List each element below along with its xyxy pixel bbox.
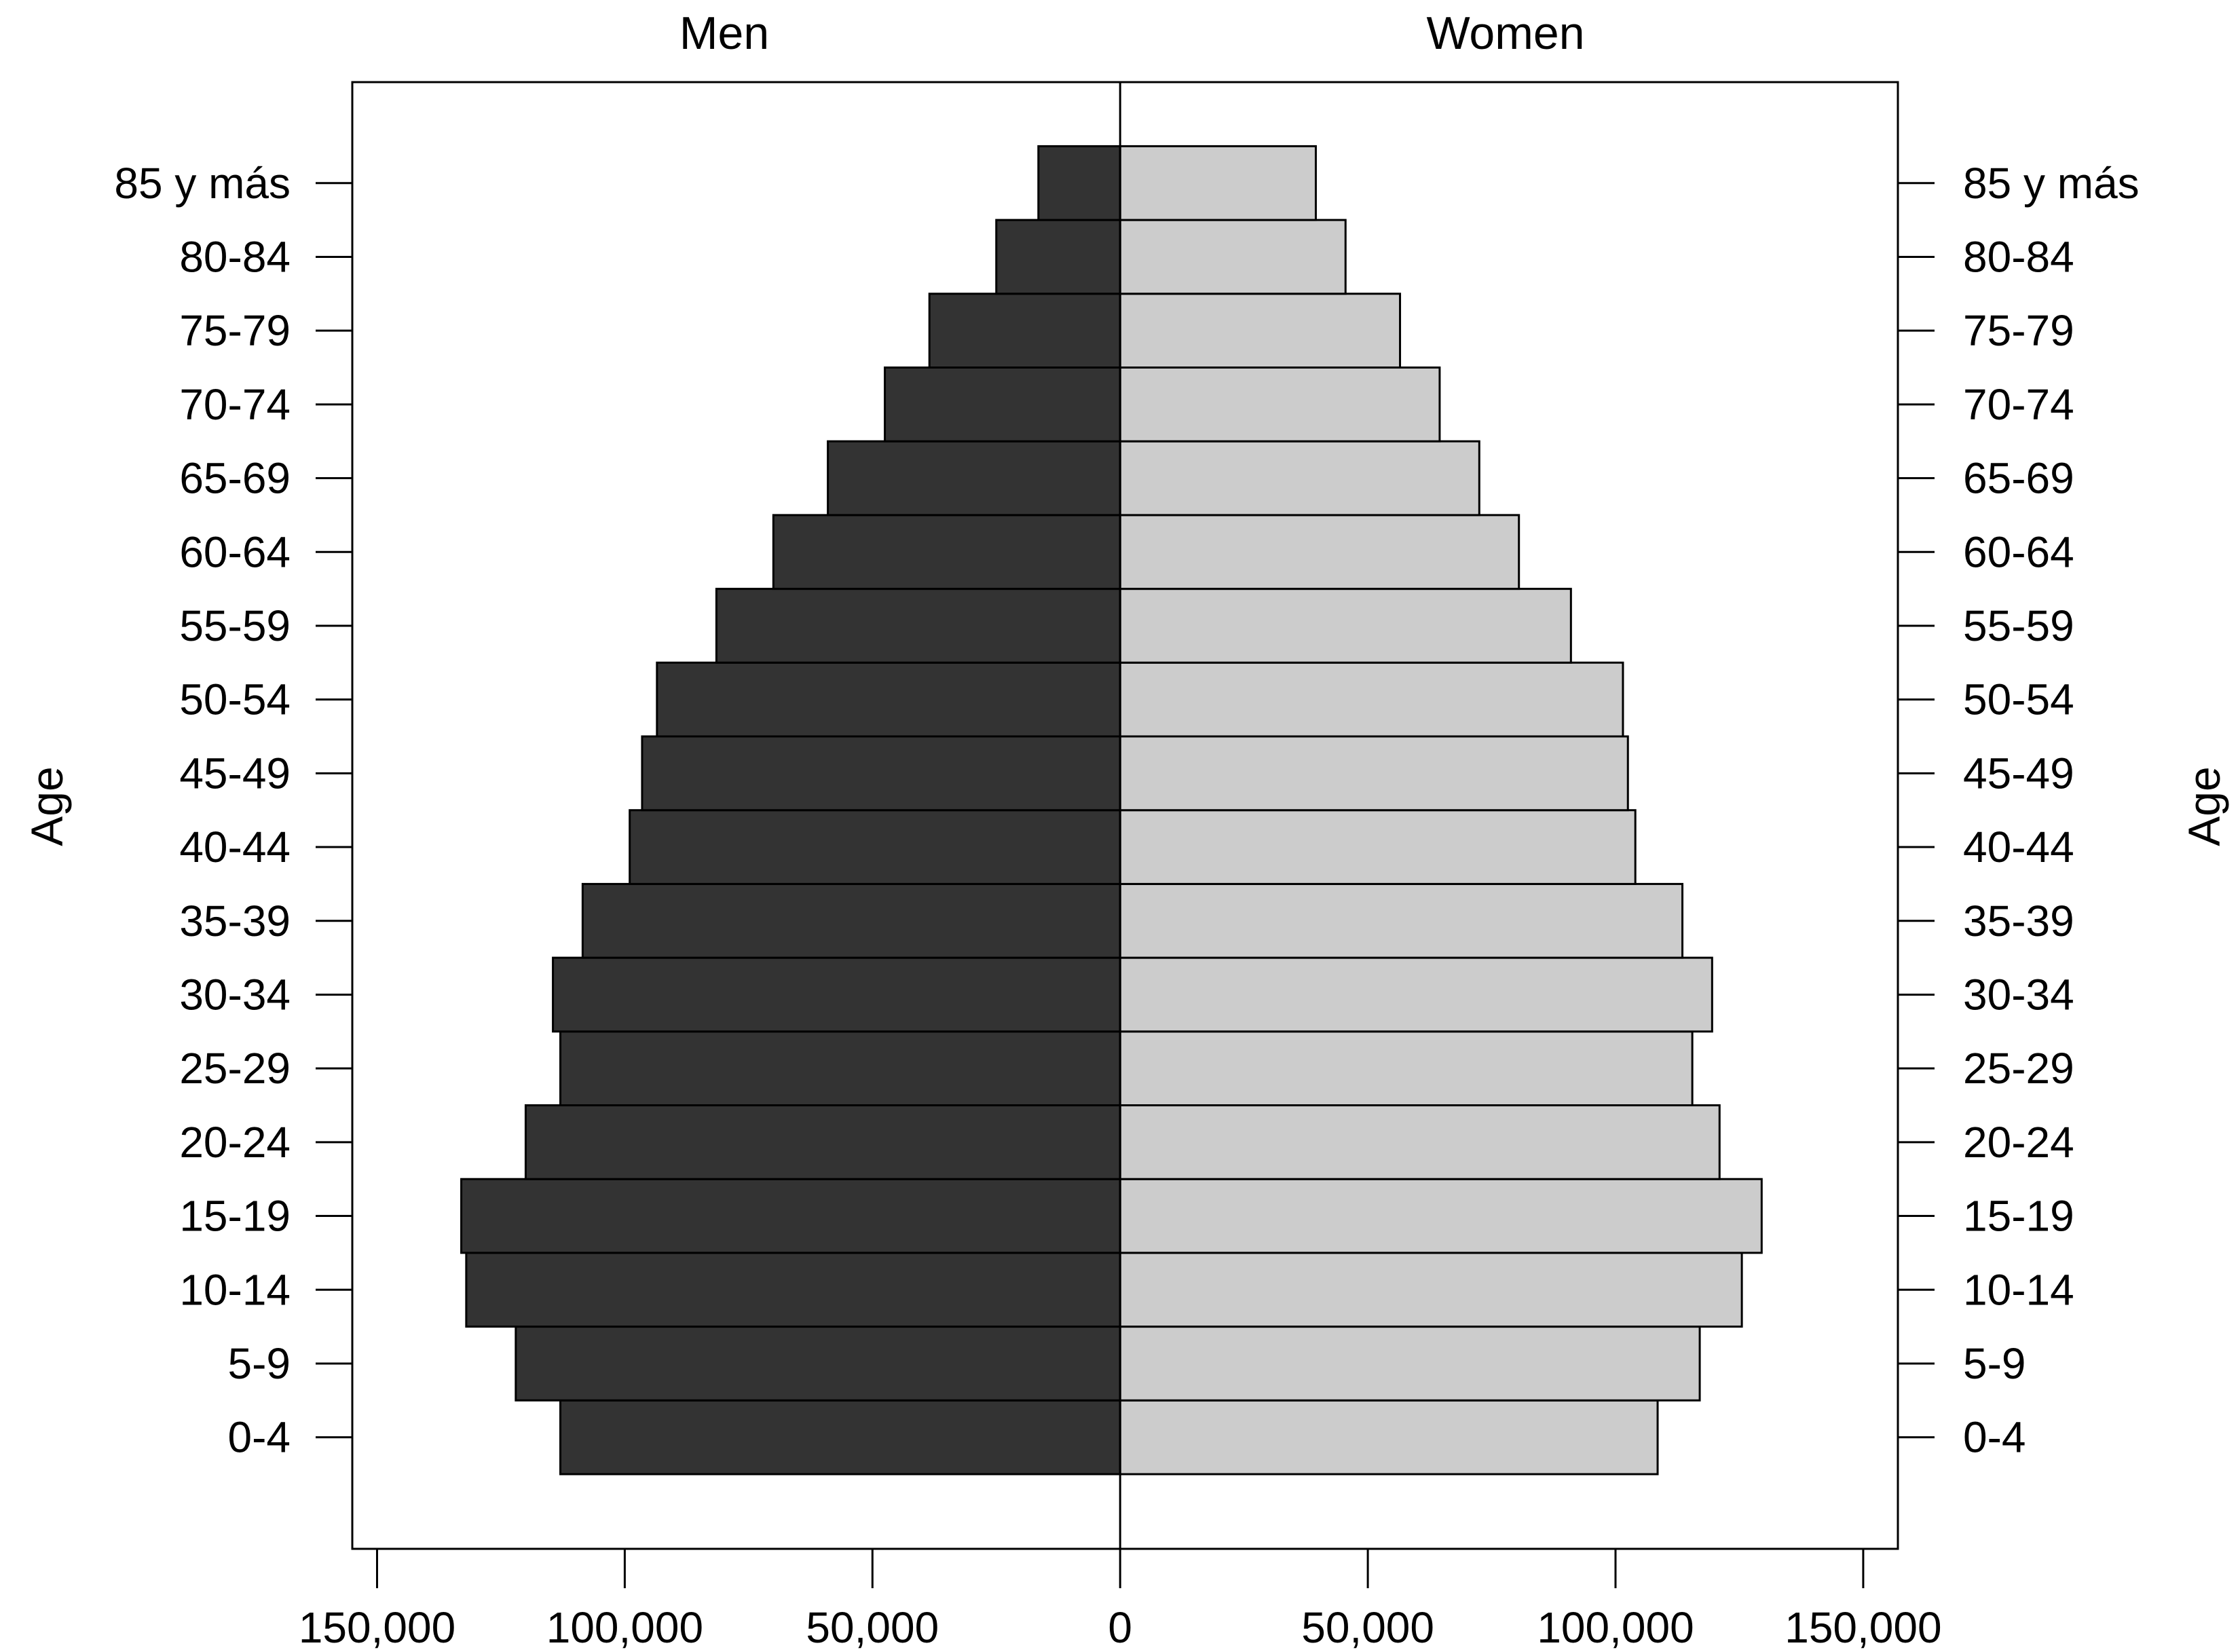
- left-tick-label: 70-74: [179, 380, 291, 429]
- bar-men-70-74: [884, 367, 1121, 443]
- left-tick-label: 40-44: [179, 823, 291, 871]
- bar-men-85-y-ms: [1037, 145, 1121, 221]
- right-tick-label: 70-74: [1963, 380, 2074, 429]
- x-axis: 150,000 100,000 50,000 0 50,000 100,000 150,00…: [299, 1549, 1942, 1652]
- left-tick-label: 75-79: [179, 306, 291, 355]
- left-tick-label: 55-59: [179, 601, 291, 650]
- bar-women-30-34: [1119, 956, 1713, 1033]
- right-tick-label: 80-84: [1963, 232, 2074, 281]
- bar-men-15-19: [460, 1178, 1121, 1254]
- right-tick-label: 20-24: [1963, 1118, 2074, 1167]
- bar-men-65-69: [827, 440, 1121, 517]
- bar-men-75-79: [928, 293, 1121, 369]
- bar-women-60-64: [1119, 514, 1520, 590]
- right-tick-label: 30-34: [1963, 970, 2074, 1019]
- bar-men-45-49: [641, 735, 1121, 812]
- left-tick-label: 85 y más: [114, 159, 291, 208]
- right-tick-label: 50-54: [1963, 675, 2074, 724]
- bar-women-85-y-ms: [1119, 145, 1317, 221]
- x-tick-label: 50,000: [1301, 1603, 1434, 1652]
- plot-frame: [351, 81, 1899, 1550]
- bar-men-60-64: [772, 514, 1121, 590]
- left-tick-label: 0-4: [228, 1413, 291, 1462]
- y-axis-title-left: Age: [22, 766, 72, 846]
- bar-men-40-44: [629, 809, 1121, 885]
- bar-women-10-14: [1119, 1252, 1743, 1328]
- bar-men-50-54: [656, 661, 1121, 738]
- bar-men-10-14: [465, 1252, 1121, 1328]
- x-tick-label: 100,000: [1537, 1603, 1694, 1652]
- left-tick-label: 65-69: [179, 454, 291, 503]
- left-tick-label: 45-49: [179, 749, 291, 797]
- left-tick-label: 80-84: [179, 232, 291, 281]
- left-tick-label: 5-9: [228, 1339, 291, 1388]
- left-tick-label: 15-19: [179, 1192, 291, 1241]
- right-tick-label: 65-69: [1963, 454, 2074, 503]
- left-tick-label: 25-29: [179, 1044, 291, 1093]
- right-tick-label: 10-14: [1963, 1265, 2074, 1314]
- bar-men-5-9: [515, 1326, 1121, 1402]
- bar-women-75-79: [1119, 293, 1402, 369]
- bar-women-40-44: [1119, 809, 1637, 885]
- bar-women-65-69: [1119, 440, 1480, 517]
- bar-men-35-39: [581, 882, 1121, 959]
- right-tick-label: 75-79: [1963, 306, 2074, 355]
- y-axis-title-right: Age: [2179, 766, 2229, 846]
- bar-women-35-39: [1119, 882, 1684, 959]
- x-tick-label: 150,000: [299, 1603, 455, 1652]
- bar-men-20-24: [524, 1104, 1121, 1180]
- right-tick-label: 40-44: [1963, 823, 2074, 871]
- left-category-axis: 0-4 5-9 10-14 15-19 20-24 25-29 30-34 35-39 40-4…: [114, 159, 352, 1462]
- bar-men-30-34: [552, 956, 1121, 1033]
- left-tick-label: 30-34: [179, 970, 291, 1019]
- bar-women-25-29: [1119, 1030, 1694, 1107]
- bar-women-45-49: [1119, 735, 1629, 812]
- left-tick-label: 35-39: [179, 897, 291, 945]
- left-tick-label: 20-24: [179, 1118, 291, 1167]
- left-tick-label: 60-64: [179, 527, 291, 576]
- bar-women-55-59: [1119, 588, 1572, 664]
- right-tick-label: 5-9: [1963, 1339, 2026, 1388]
- bar-men-25-29: [559, 1030, 1121, 1107]
- bar-women-0-4: [1119, 1399, 1659, 1476]
- right-tick-label: 85 y más: [1963, 159, 2140, 208]
- left-tick-label: 10-14: [179, 1265, 291, 1314]
- x-tick-label: 0: [1108, 1603, 1132, 1652]
- series-title-men: Men: [679, 7, 769, 59]
- right-tick-label: 55-59: [1963, 601, 2074, 650]
- right-tick-label: 45-49: [1963, 749, 2074, 797]
- bar-men-0-4: [559, 1399, 1121, 1476]
- bar-women-80-84: [1119, 219, 1347, 295]
- bar-women-20-24: [1119, 1104, 1721, 1180]
- bar-women-15-19: [1119, 1178, 1763, 1254]
- bar-women-5-9: [1119, 1326, 1701, 1402]
- x-tick-label: 100,000: [546, 1603, 703, 1652]
- x-tick-label: 150,000: [1785, 1603, 1941, 1652]
- bars-group: [460, 145, 1763, 1476]
- right-tick-label: 35-39: [1963, 897, 2074, 945]
- bar-women-50-54: [1119, 661, 1624, 738]
- right-category-axis: 0-4 5-9 10-14 15-19 20-24 25-29 30-34 35-39 40-4…: [1898, 159, 2140, 1462]
- bar-women-70-74: [1119, 367, 1441, 443]
- series-title-women: Women: [1426, 7, 1584, 59]
- left-tick-label: 50-54: [179, 675, 291, 724]
- right-tick-label: 0-4: [1963, 1413, 2026, 1462]
- right-tick-label: 60-64: [1963, 527, 2074, 576]
- bar-men-55-59: [715, 588, 1121, 664]
- x-tick-label: 50,000: [806, 1603, 939, 1652]
- right-tick-label: 25-29: [1963, 1044, 2074, 1093]
- bar-men-80-84: [995, 219, 1121, 295]
- right-tick-label: 15-19: [1963, 1192, 2074, 1241]
